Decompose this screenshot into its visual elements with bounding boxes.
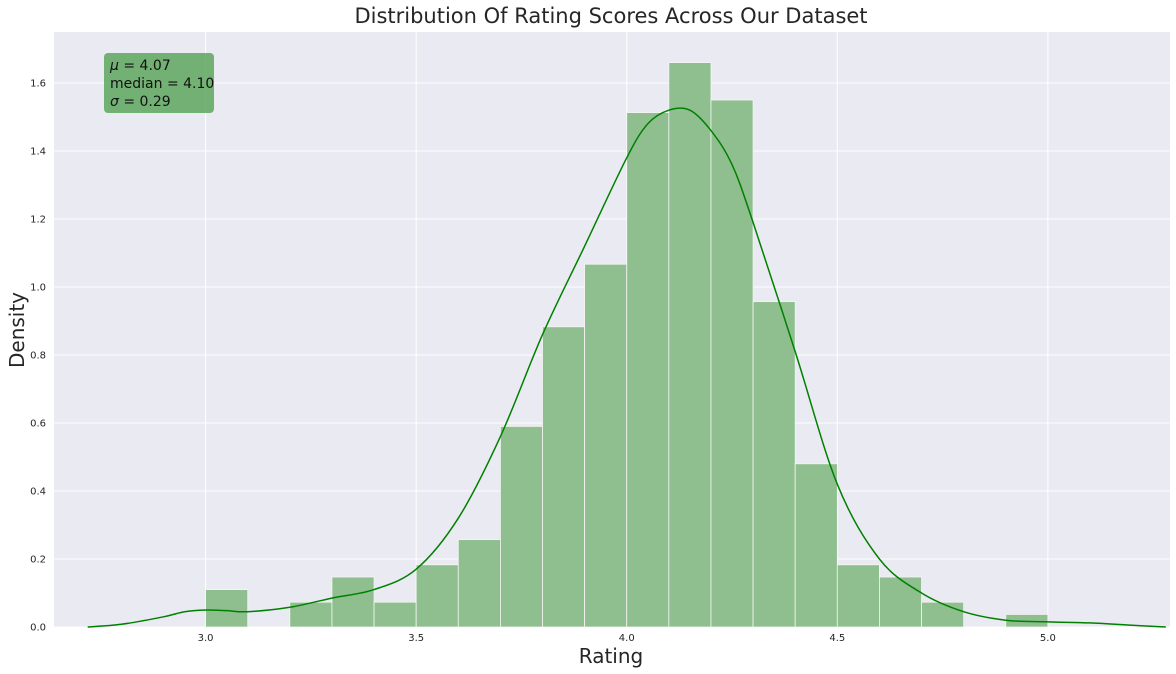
x-tick-label-4: 5.0: [1040, 633, 1056, 644]
y-tick-label-6: 1.2: [30, 215, 46, 226]
histogram-bar-11: [710, 99, 754, 628]
histogram-bars: [205, 62, 1049, 628]
histogram-bar-14: [836, 564, 880, 628]
stat-std-value: = 0.29: [123, 94, 171, 110]
histogram-bar-2: [331, 576, 375, 628]
y-tick-label-4: 0.8: [30, 351, 46, 362]
histogram-bar-5: [457, 539, 501, 628]
stat-mean-value: = 4.07: [123, 58, 171, 74]
chart-title: Distribution Of Rating Scores Across Our…: [354, 4, 867, 28]
histogram-bar-15: [879, 576, 922, 628]
y-axis-label: Density: [5, 292, 29, 368]
histogram-bar-7: [542, 326, 586, 628]
stat-mean-symbol: μ: [110, 58, 119, 74]
y-tick-label-2: 0.4: [30, 487, 46, 498]
kde-curve: [87, 107, 1166, 628]
stat-median: median = 4.10: [110, 75, 214, 93]
y-tick-labels: 0.0 0.2 0.4 0.6 0.8 1.0 1.2 1.4 1.6: [30, 79, 46, 634]
histogram-bar-13: [794, 463, 838, 628]
histogram-bar-0: [205, 589, 249, 628]
histogram-bar-4: [415, 564, 459, 628]
histogram-bar-9: [626, 112, 670, 628]
y-tick-label-5: 1.0: [30, 283, 46, 294]
y-tick-label-3: 0.6: [30, 419, 46, 430]
x-tick-label-1: 3.5: [408, 633, 424, 644]
stat-mean: μ = 4.07: [110, 57, 214, 75]
histogram-bar-16: [921, 601, 965, 628]
stat-std: σ = 0.29: [110, 93, 214, 111]
x-tick-label-2: 4.0: [619, 633, 635, 644]
y-tick-label-8: 1.6: [30, 79, 46, 90]
histogram-bar-3: [373, 601, 417, 628]
y-tick-label-0: 0.0: [30, 623, 46, 634]
histogram-bar-6: [499, 425, 543, 628]
stats-annotation-box: μ = 4.07 median = 4.10 σ = 0.29: [104, 53, 214, 113]
y-tick-label-1: 0.2: [30, 555, 46, 566]
histogram-bar-8: [584, 263, 628, 628]
histogram-bar-12: [752, 301, 796, 628]
x-tick-label-0: 3.0: [198, 633, 214, 644]
y-tick-label-7: 1.4: [30, 147, 46, 158]
x-tick-label-3: 4.5: [829, 633, 845, 644]
x-axis-label: Rating: [579, 644, 643, 668]
x-tick-labels: 3.0 3.5 4.0 4.5 5.0: [198, 633, 1056, 644]
stat-median-value: = 4.10: [166, 76, 215, 92]
histogram-bar-10: [668, 62, 712, 628]
stat-median-symbol: median: [110, 76, 163, 92]
stat-std-symbol: σ: [110, 94, 119, 110]
